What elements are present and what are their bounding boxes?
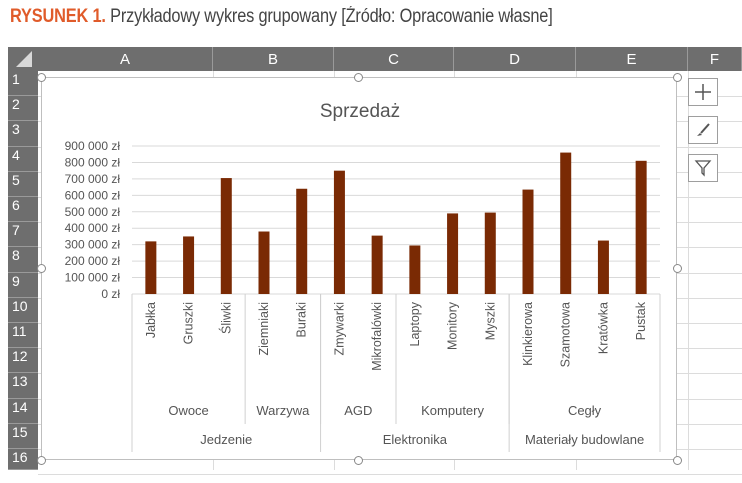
column-header-c[interactable]: C bbox=[334, 47, 454, 71]
x-category-label: Gruszki bbox=[182, 302, 196, 344]
chart-resize-handle[interactable] bbox=[673, 456, 682, 465]
x-subgroup-label: Cegły bbox=[568, 403, 602, 418]
y-tick-label: 0 zł bbox=[101, 287, 120, 301]
select-all-corner[interactable] bbox=[8, 47, 38, 71]
chart-resize-handle[interactable] bbox=[37, 264, 46, 273]
x-subgroup-label: Komputery bbox=[421, 403, 484, 418]
bar-szamotowa bbox=[560, 152, 572, 294]
bar-zmywarki bbox=[333, 170, 345, 294]
bar-ziemniaki bbox=[258, 231, 270, 294]
row-header-4[interactable]: 4 bbox=[8, 146, 38, 172]
chart-svg: Sprzedaż 0 zł 100 000 zł 200 000 zł 300 000 … bbox=[65, 101, 661, 452]
y-tick-label: 100 000 zł bbox=[65, 271, 121, 285]
x-category-label: Jabłka bbox=[144, 302, 158, 338]
chart-resize-handle[interactable] bbox=[354, 456, 363, 465]
bar-laptopy bbox=[409, 245, 421, 294]
row-header-15[interactable]: 15 bbox=[8, 423, 38, 449]
row-header-6[interactable]: 6 bbox=[8, 197, 38, 223]
row-header-1[interactable]: 1 bbox=[8, 71, 38, 97]
x-category-label: Myszki bbox=[483, 302, 497, 340]
x-group-label: Jedzenie bbox=[200, 432, 252, 447]
column-header-d[interactable]: D bbox=[454, 47, 576, 71]
x-subgroup-label: Owoce bbox=[168, 403, 208, 418]
y-tick-label: 300 000 zł bbox=[65, 238, 121, 252]
x-group-label: Elektronika bbox=[383, 432, 448, 447]
chart-elements-button[interactable] bbox=[688, 78, 718, 106]
column-header-f[interactable]: F bbox=[688, 47, 742, 71]
x-category-label: Kratówka bbox=[596, 302, 610, 354]
x-category-label: Szamotowa bbox=[559, 302, 573, 367]
x-category-label: Pustak bbox=[634, 301, 648, 340]
row-header-5[interactable]: 5 bbox=[8, 171, 38, 197]
x-category-label: Klinkierowa bbox=[521, 302, 535, 366]
chart-resize-handle[interactable] bbox=[673, 73, 682, 82]
chart-resize-handle[interactable] bbox=[37, 456, 46, 465]
x-category-label: Śliwki bbox=[218, 302, 233, 334]
bar-monitory bbox=[447, 213, 459, 294]
bar-myszki bbox=[484, 212, 496, 294]
column-header-b[interactable]: B bbox=[213, 47, 334, 71]
brush-icon bbox=[697, 123, 710, 136]
chart-resize-handle[interactable] bbox=[37, 73, 46, 82]
x-category-label: Zmywarki bbox=[332, 302, 346, 355]
row-header-2[interactable]: 2 bbox=[8, 96, 38, 122]
bar-gruszki bbox=[183, 236, 195, 294]
y-tick-label: 200 000 zł bbox=[65, 254, 121, 268]
x-subgroup-label: AGD bbox=[344, 403, 372, 418]
x-category-label: Buraki bbox=[295, 302, 309, 337]
chart-area[interactable]: Sprzedaż 0 zł 100 000 zł 200 000 zł 300 000 … bbox=[41, 77, 677, 460]
bar-kratówka bbox=[597, 240, 609, 294]
row-header-9[interactable]: 9 bbox=[8, 272, 38, 298]
column-header-e[interactable]: E bbox=[576, 47, 688, 71]
row-header-3[interactable]: 3 bbox=[8, 121, 38, 147]
plus-icon bbox=[695, 84, 711, 100]
row-header-12[interactable]: 12 bbox=[8, 348, 38, 374]
x-group-label: Materiały budowlane bbox=[525, 432, 644, 447]
x-category-label: Mikrofalówki bbox=[370, 302, 384, 371]
y-tick-label: 800 000 zł bbox=[65, 155, 121, 169]
x-subgroup-label: Warzywa bbox=[256, 403, 310, 418]
filter-icon bbox=[694, 160, 712, 177]
y-tick-label: 400 000 zł bbox=[65, 221, 121, 235]
bar-mikrofalówki bbox=[371, 235, 383, 294]
figure-caption-text: Przykładowy wykres grupowany [Źródło: Op… bbox=[110, 6, 553, 27]
chart-styles-button[interactable] bbox=[688, 116, 718, 144]
gridline-vertical bbox=[688, 71, 689, 470]
bar-jabłka bbox=[145, 241, 157, 294]
row-header-14[interactable]: 14 bbox=[8, 398, 38, 424]
chart-title: Sprzedaż bbox=[320, 101, 400, 122]
column-header-a[interactable]: A bbox=[38, 47, 213, 71]
bar-buraki bbox=[296, 188, 308, 294]
gridline-horizontal bbox=[38, 474, 742, 476]
bar-klinkierowa bbox=[522, 189, 534, 294]
x-category-label: Laptopy bbox=[408, 301, 422, 346]
row-header-13[interactable]: 13 bbox=[8, 373, 38, 399]
figure-caption: RYSUNEK 1. Przykładowy wykres grupowany … bbox=[10, 6, 553, 28]
bar-pustak bbox=[635, 160, 647, 294]
row-header-7[interactable]: 7 bbox=[8, 222, 38, 248]
chart-resize-handle[interactable] bbox=[673, 264, 682, 273]
row-header-10[interactable]: 10 bbox=[8, 297, 38, 323]
row-header-11[interactable]: 11 bbox=[8, 323, 38, 349]
chart-filters-button[interactable] bbox=[688, 154, 718, 182]
x-category-label: Monitory bbox=[446, 301, 460, 350]
figure-caption-label: RYSUNEK 1. bbox=[10, 6, 106, 27]
row-header-16[interactable]: 16 bbox=[8, 449, 38, 470]
x-category-label: Ziemniaki bbox=[257, 302, 271, 356]
y-tick-label: 500 000 zł bbox=[65, 205, 121, 219]
y-tick-label: 600 000 zł bbox=[65, 188, 121, 202]
y-tick-label: 700 000 zł bbox=[65, 172, 121, 186]
chart-resize-handle[interactable] bbox=[354, 73, 363, 82]
bar-śliwki bbox=[220, 178, 232, 294]
row-header-8[interactable]: 8 bbox=[8, 247, 38, 273]
y-tick-label: 900 000 zł bbox=[65, 139, 121, 153]
